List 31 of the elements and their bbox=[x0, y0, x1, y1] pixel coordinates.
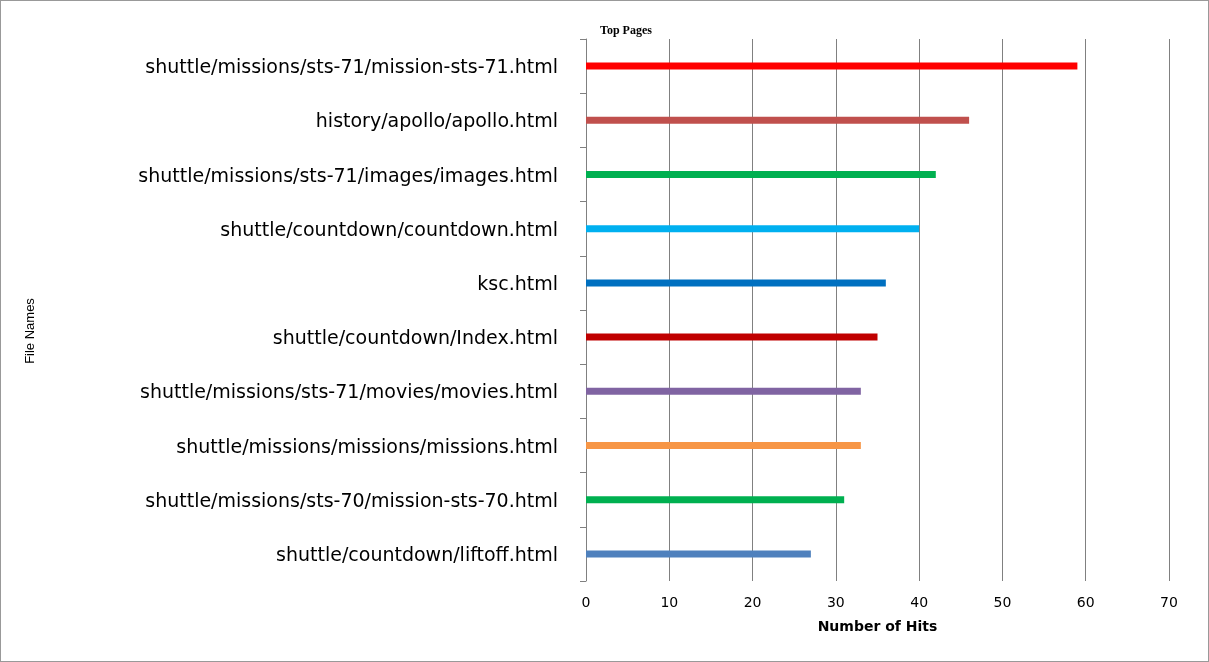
x-tick-label: 70 bbox=[1160, 594, 1178, 610]
bar bbox=[586, 387, 861, 395]
y-tick-label: shuttle/countdown/countdown.html bbox=[220, 217, 558, 240]
y-tick-label: history/apollo/apollo.html bbox=[315, 109, 558, 132]
x-tick-label: 20 bbox=[743, 594, 762, 610]
y-tick-label: shuttle/missions/sts-71/images/images.html bbox=[138, 163, 558, 186]
bar bbox=[586, 550, 811, 558]
x-tick-label: 40 bbox=[910, 594, 929, 610]
bar bbox=[586, 171, 936, 178]
bar bbox=[586, 62, 1078, 70]
bar bbox=[586, 116, 970, 124]
y-tick-label: shuttle/missions/missions/missions.html bbox=[176, 434, 558, 457]
y-tick-label: shuttle/missions/sts-71/movies/movies.html bbox=[140, 380, 558, 403]
y-tick-label: ksc.html bbox=[477, 271, 558, 294]
bar bbox=[586, 333, 878, 341]
x-axis-title: Number of Hits bbox=[817, 618, 938, 634]
x-tick-label: 30 bbox=[826, 594, 845, 610]
y-tick-label: shuttle/missions/sts-71/mission-sts-71.html bbox=[145, 55, 558, 78]
x-tick-label: 0 bbox=[581, 594, 591, 610]
y-tick-label: shuttle/missions/sts-70/mission-sts-70.html bbox=[145, 488, 558, 511]
bar bbox=[586, 496, 845, 504]
x-tick-label: 50 bbox=[993, 594, 1012, 610]
bar bbox=[586, 442, 861, 449]
chart-title: Top Pages bbox=[600, 23, 653, 37]
y-tick-label: shuttle/countdown/liftoff.html bbox=[276, 542, 558, 565]
x-tick-label: 60 bbox=[1076, 594, 1095, 610]
text: File Names bbox=[22, 297, 37, 364]
y-tick-label: shuttle/countdown/Index.html bbox=[272, 326, 558, 349]
bar bbox=[586, 225, 920, 233]
bar bbox=[586, 279, 886, 287]
x-tick-label: 10 bbox=[660, 594, 679, 610]
